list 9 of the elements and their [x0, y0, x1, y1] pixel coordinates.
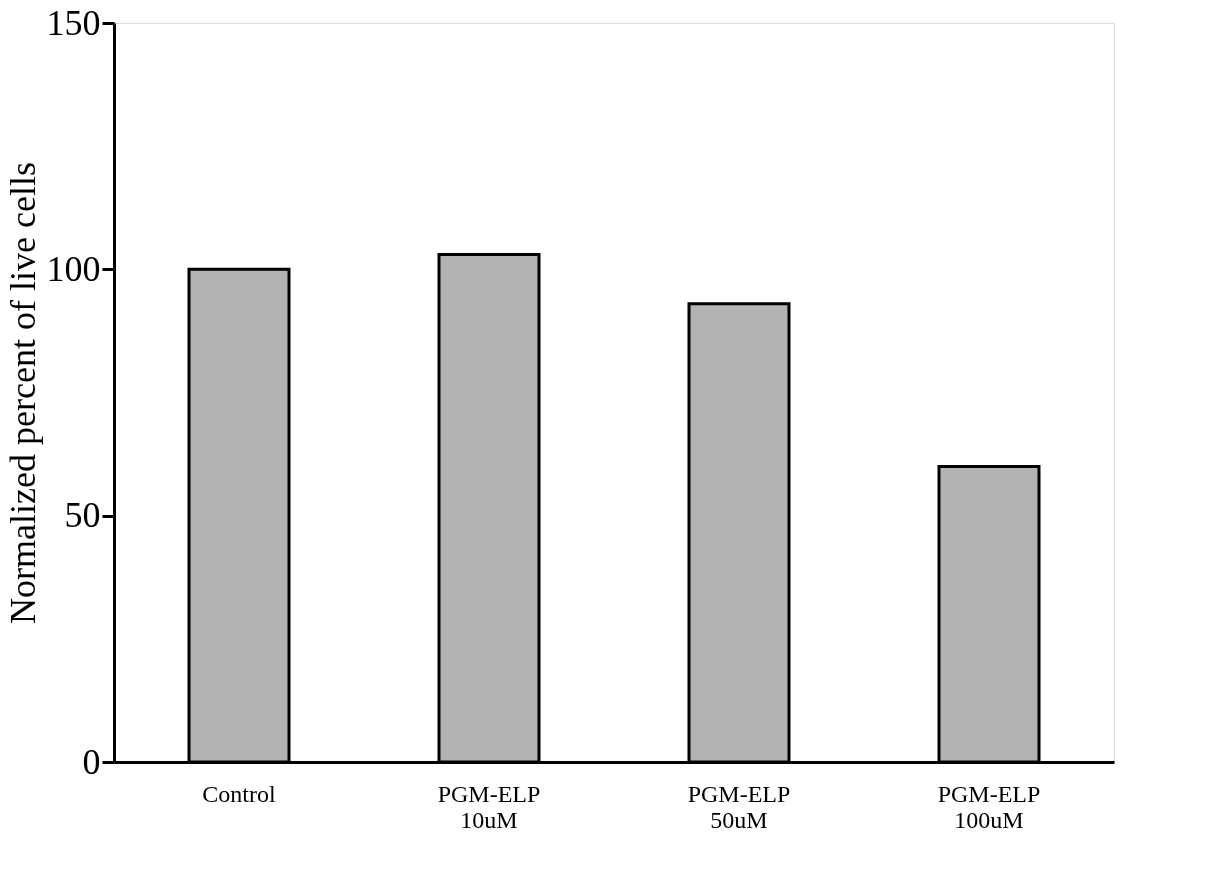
- y-axis-title: Normalized percent of live cells: [2, 162, 43, 624]
- x-tick-label: PGM-ELP 100uM: [937, 780, 1041, 833]
- x-tick-label: PGM-ELP 50uM: [687, 780, 791, 833]
- y-tick-label: 0: [82, 741, 101, 782]
- y-tick-label: 150: [46, 2, 101, 43]
- y-tick-label: 100: [46, 248, 101, 289]
- x-tick-label: PGM-ELP 10uM: [437, 780, 541, 833]
- x-tick-label: Control: [202, 780, 276, 807]
- y-tick-label: 50: [64, 495, 101, 536]
